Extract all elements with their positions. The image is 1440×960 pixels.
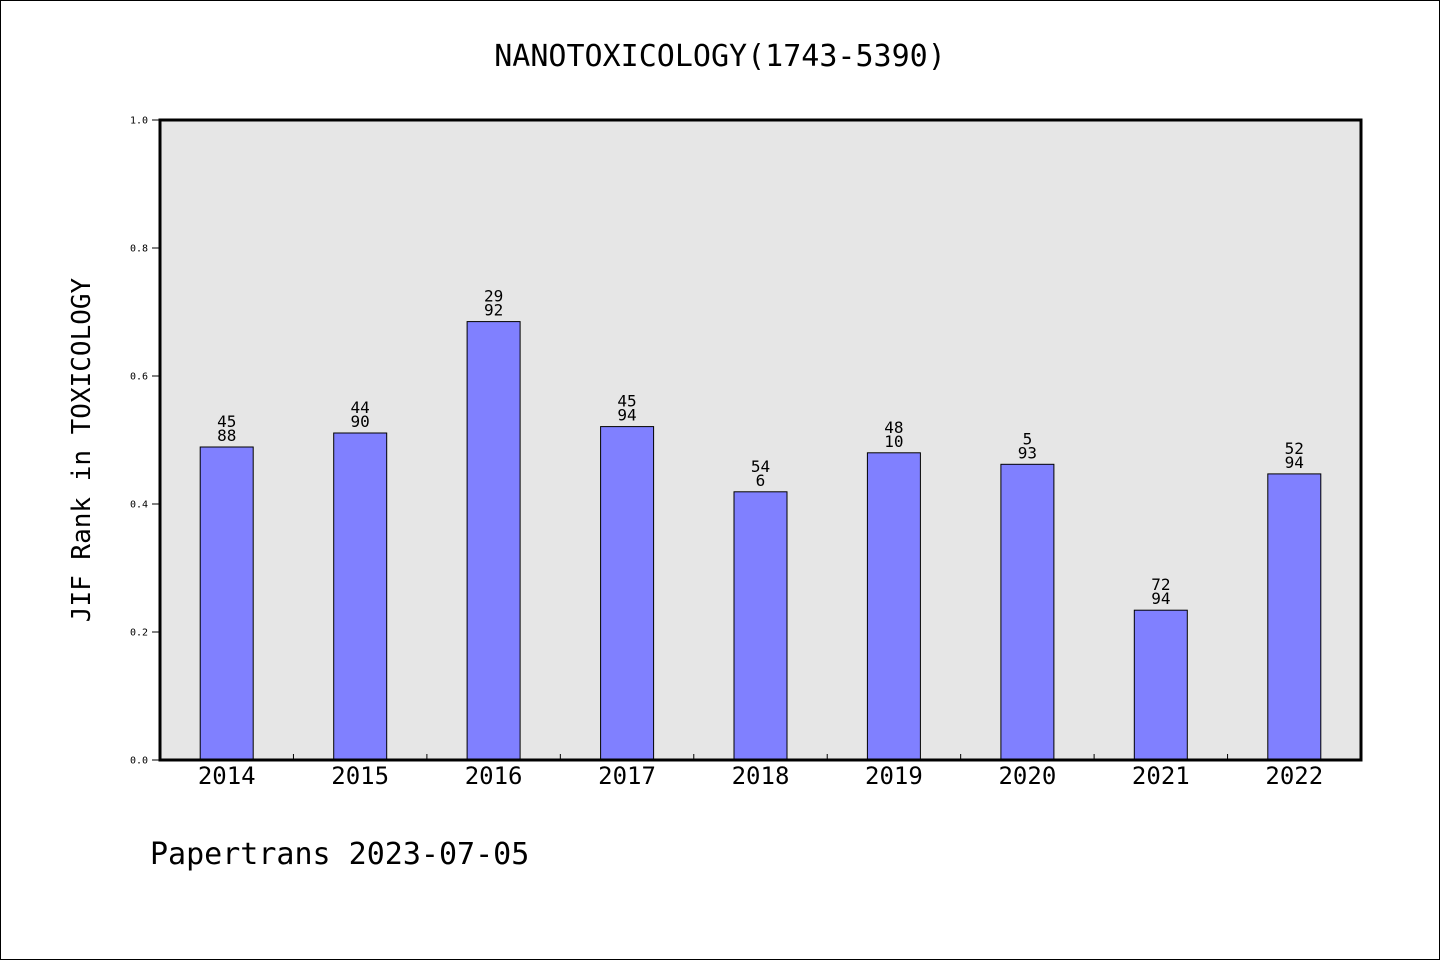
y-tick-label-0.0: 0.0 [130, 756, 148, 767]
rank-label-bottom-2017: 94 [617, 406, 636, 425]
x-tick-label-2014: 2014 [198, 762, 256, 790]
bar-2015[interactable] [333, 432, 388, 761]
rank-label-top-2016: 29 [484, 287, 503, 306]
bar-2020[interactable] [1000, 463, 1055, 761]
rank-label-top-2018: 54 [751, 457, 770, 476]
chart-title: NANOTOXICOLOGY(1743-5390) [494, 39, 946, 74]
bar-2018[interactable] [733, 491, 788, 761]
x-tick-label-2021: 2021 [1132, 762, 1190, 790]
bar-2019[interactable] [866, 452, 921, 761]
rank-label-bottom-2021: 94 [1151, 589, 1170, 608]
rank-label-top-2017: 45 [617, 392, 636, 411]
rank-label-top-2021: 72 [1151, 575, 1170, 594]
rank-label-bottom-2015: 90 [351, 412, 370, 431]
rank-label-bottom-2014: 88 [217, 426, 236, 445]
bar-2014[interactable] [199, 446, 254, 761]
x-tick-label-2015: 2015 [331, 762, 389, 790]
rank-label-top-2015: 44 [351, 398, 370, 417]
x-tick-label-2016: 2016 [465, 762, 523, 790]
x-tick-label-2019: 2019 [865, 762, 923, 790]
rank-label-top-2020: 5 [1023, 429, 1033, 448]
x-tick-label-2020: 2020 [998, 762, 1056, 790]
bar-2021[interactable] [1133, 609, 1188, 761]
footer-credit: Papertrans 2023-07-05 [150, 837, 529, 872]
bar-2016[interactable] [466, 321, 521, 761]
rank-label-bottom-2020: 93 [1018, 443, 1037, 462]
rank-label-bottom-2018: 6 [756, 471, 766, 490]
plot-border [158, 118, 1363, 762]
rank-label-top-2022: 52 [1285, 439, 1304, 458]
x-tick-label-2022: 2022 [1265, 762, 1323, 790]
rank-label-bottom-2019: 10 [884, 432, 903, 451]
y-tick-label-0.4: 0.4 [130, 500, 148, 511]
y-axis-label: JIF Rank in TOXICOLOGY [67, 277, 97, 622]
y-tick-label-1.0: 1.0 [130, 116, 148, 127]
rank-label-top-2014: 45 [217, 412, 236, 431]
y-tick-label-0.8: 0.8 [130, 244, 148, 255]
bar-2022[interactable] [1267, 473, 1322, 761]
x-tick-label-2018: 2018 [732, 762, 790, 790]
rank-label-top-2019: 48 [884, 418, 903, 437]
bar-2017[interactable] [600, 426, 655, 761]
rank-label-bottom-2022: 94 [1285, 453, 1304, 472]
y-tick-label-0.6: 0.6 [130, 372, 148, 383]
x-tick-label-2017: 2017 [598, 762, 656, 790]
y-tick-label-0.2: 0.2 [130, 628, 148, 639]
rank-label-bottom-2016: 92 [484, 301, 503, 320]
